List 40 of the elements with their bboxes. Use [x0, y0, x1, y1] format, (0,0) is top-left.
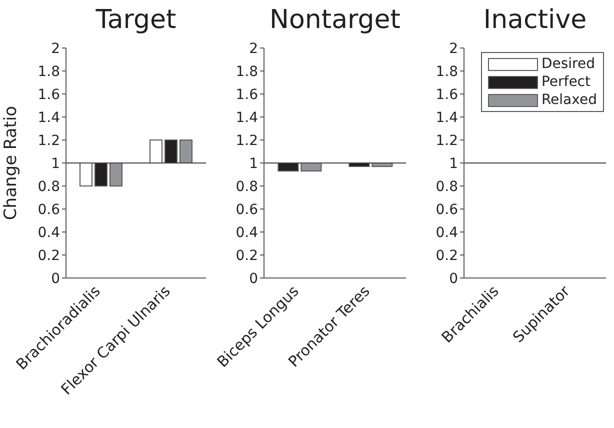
y-tick-label: 0.6 — [38, 202, 60, 218]
y-tick-label: 2 — [449, 40, 458, 57]
y-tick-label: 1.8 — [236, 64, 258, 80]
y-tick-label: 0 — [249, 270, 258, 287]
y-axis-title: Change Ratio — [1, 106, 22, 220]
chart-title: Nontarget — [268, 4, 402, 37]
y-tick-label: 0 — [51, 270, 60, 287]
y-tick-label: 1.8 — [38, 64, 60, 80]
y-tick-label: 0.8 — [38, 178, 60, 195]
y-tick-label: 1 — [249, 156, 258, 172]
y-tick-label: 0.2 — [38, 248, 60, 264]
y-tick-label: 1.4 — [236, 110, 258, 126]
y-tick-label: 0.2 — [236, 248, 258, 264]
legend-label: Relaxed — [541, 91, 597, 109]
y-tick-label: 1.2 — [436, 132, 458, 149]
y-tick-label: 0.6 — [236, 202, 258, 218]
y-tick-label: 0.8 — [236, 178, 258, 195]
y-tick-label: 1.2 — [38, 132, 60, 149]
y-tick-label: 1.4 — [436, 110, 458, 126]
y-tick-label: 2 — [51, 40, 60, 57]
y-tick-label: 0.6 — [436, 202, 458, 218]
y-tick-label: 0.8 — [436, 178, 458, 195]
y-tick-label: 1.4 — [38, 110, 60, 126]
y-tick-label: 1 — [449, 156, 458, 172]
chart-title: Target — [94, 4, 178, 37]
y-tick-label: 1 — [51, 156, 60, 172]
legend-label: Desired — [541, 55, 595, 73]
y-tick-label: 0.2 — [436, 248, 458, 264]
y-tick-label: 1.6 — [436, 86, 458, 103]
legend-label: Perfect — [541, 73, 590, 91]
y-tick-label: 1.6 — [38, 86, 60, 103]
y-tick-label: 1.8 — [436, 64, 458, 80]
y-tick-label: 0.4 — [236, 224, 258, 241]
y-tick-label: 1.6 — [236, 86, 258, 103]
y-tick-label: 2 — [249, 40, 258, 57]
y-tick-label: 0 — [449, 270, 458, 287]
y-tick-label: 1.2 — [236, 132, 258, 149]
chart-title: Inactive — [482, 4, 588, 37]
y-tick-label: 0.4 — [436, 224, 458, 241]
y-tick-label: 0.4 — [38, 224, 60, 241]
